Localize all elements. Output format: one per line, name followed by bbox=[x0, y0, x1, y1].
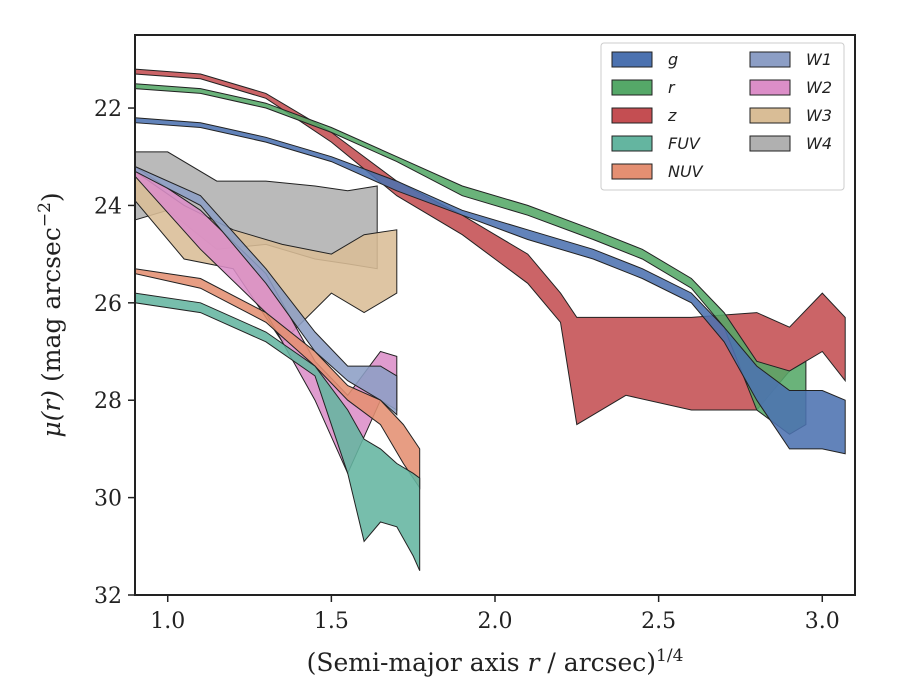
legend-swatch-w1 bbox=[749, 51, 791, 68]
y-axis-label: μ(r) (mag arcsec−2) bbox=[35, 192, 66, 437]
legend-label-z: z bbox=[667, 106, 677, 125]
legend: grz FUV NUV W1 W2 W3 W4 bbox=[600, 42, 845, 191]
legend-label-w1: W1 bbox=[806, 50, 832, 69]
legend-swatch-r bbox=[611, 79, 653, 96]
area-g bbox=[134, 117, 846, 455]
y-tick-label: 30 bbox=[94, 487, 122, 512]
y-tick-label: 24 bbox=[94, 194, 122, 219]
legend-swatch-fuv bbox=[611, 135, 653, 152]
x-tick-label: 3.0 bbox=[805, 609, 840, 634]
legend-label-r: r bbox=[668, 78, 676, 97]
legend-label-g: g bbox=[668, 50, 678, 69]
x-tick-label: 2.0 bbox=[478, 609, 513, 634]
y-tick-label: 32 bbox=[94, 584, 122, 609]
legend-swatch-w3 bbox=[749, 107, 791, 124]
legend-swatch-w2 bbox=[749, 79, 791, 96]
area-z bbox=[134, 68, 846, 426]
x-axis-ticks: 1.0 1.5 2.0 2.5 3.0 bbox=[150, 595, 840, 634]
y-tick-label: 26 bbox=[94, 292, 122, 317]
y-tick-label: 22 bbox=[94, 97, 122, 122]
x-tick-label: 1.5 bbox=[314, 609, 349, 634]
x-tick-label: 2.5 bbox=[641, 609, 676, 634]
y-tick-label: 28 bbox=[94, 389, 122, 414]
legend-label-w2: W2 bbox=[806, 78, 832, 97]
area-fuv bbox=[134, 292, 421, 571]
y-axis-ticks: 22 24 26 28 30 32 bbox=[94, 97, 135, 609]
legend-label-w3: W3 bbox=[806, 106, 832, 125]
legend-label-fuv: FUV bbox=[668, 134, 701, 153]
legend-swatch-z bbox=[611, 107, 653, 124]
legend-label-w4: W4 bbox=[806, 134, 832, 153]
legend-label-nuv: NUV bbox=[668, 162, 704, 181]
area-w1 bbox=[134, 165, 398, 416]
legend-swatch-nuv bbox=[611, 163, 653, 180]
legend-swatch-g bbox=[611, 51, 653, 68]
x-axis-label: (Semi-major axis r / arcsec)1/4 bbox=[307, 646, 684, 677]
x-tick-label: 1.0 bbox=[150, 609, 185, 634]
series-areas bbox=[134, 68, 846, 571]
legend-swatch-w4 bbox=[749, 135, 791, 152]
